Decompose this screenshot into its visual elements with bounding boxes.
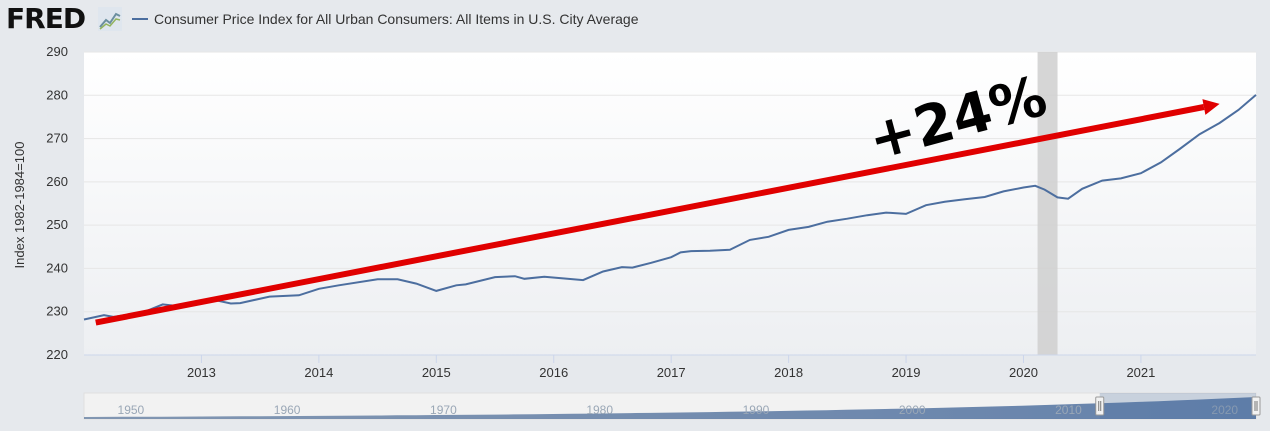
x-tick-label: 2013 (187, 365, 216, 380)
growth-arrow (95, 99, 1220, 326)
legend-swatch (132, 18, 148, 20)
x-tick-label: 2016 (539, 365, 568, 380)
navigator-year-label: 2020 (1211, 403, 1238, 417)
navigator-handle[interactable] (1251, 396, 1261, 416)
navigator-handle-grip[interactable] (1251, 396, 1261, 416)
y-tick-label: 250 (46, 217, 68, 232)
cpi-series-line[interactable] (83, 94, 1257, 321)
navigator-year-label: 1980 (586, 403, 613, 417)
x-tick-label: 2018 (774, 365, 803, 380)
y-tick-label: 280 (46, 87, 68, 102)
chart-header: FRED Consumer Price Index for All Urban … (0, 0, 1270, 40)
x-tick-label: 2014 (304, 365, 333, 380)
x-tick-label: 2019 (892, 365, 921, 380)
plot-area[interactable] (84, 52, 1256, 355)
navigator-year-label: 1970 (430, 403, 457, 417)
legend-label[interactable]: Consumer Price Index for All Urban Consu… (154, 11, 639, 27)
navigator-year-label: 1960 (274, 403, 301, 417)
fred-chart-icon (98, 7, 122, 31)
navigator-year-label: 1950 (118, 403, 145, 417)
arrow-head (1202, 99, 1220, 115)
y-tick-label: 220 (46, 347, 68, 362)
navigator-year-label: 1990 (743, 403, 770, 417)
x-tick-label: 2015 (422, 365, 451, 380)
y-axis: 220 230 240 250 260 270 280 290 (46, 44, 68, 362)
y-tick-label: 260 (46, 174, 68, 189)
x-axis: 2013 2014 2015 2016 2017 2018 2019 2020 2021 (187, 355, 1155, 380)
range-navigator[interactable]: 1950 1960 1970 1980 1990 2000 2010 2020 (83, 392, 1261, 420)
navigator-handle[interactable] (1095, 396, 1105, 416)
y-tick-label: 290 (46, 44, 68, 59)
x-tick-label: 2017 (657, 365, 686, 380)
navigator-selection[interactable] (1099, 393, 1256, 419)
navigator-handle-grip[interactable] (1095, 396, 1105, 416)
navigator-year-label: 2000 (899, 403, 926, 417)
navigator-series-area (84, 397, 1256, 419)
y-axis-label: Index 1982-1984=100 (12, 142, 27, 269)
y-tick-label: 230 (46, 304, 68, 319)
grid-lines (84, 51, 1256, 313)
x-tick-label: 2021 (1126, 365, 1155, 380)
navigator-year-label: 2010 (1055, 403, 1082, 417)
y-tick-label: 240 (46, 260, 68, 275)
x-tick-label: 2020 (1009, 365, 1038, 380)
y-tick-label: 270 (46, 131, 68, 146)
fred-logo[interactable]: FRED (6, 2, 86, 35)
arrow-shaft (95, 104, 1205, 326)
recession-band (1037, 52, 1058, 355)
